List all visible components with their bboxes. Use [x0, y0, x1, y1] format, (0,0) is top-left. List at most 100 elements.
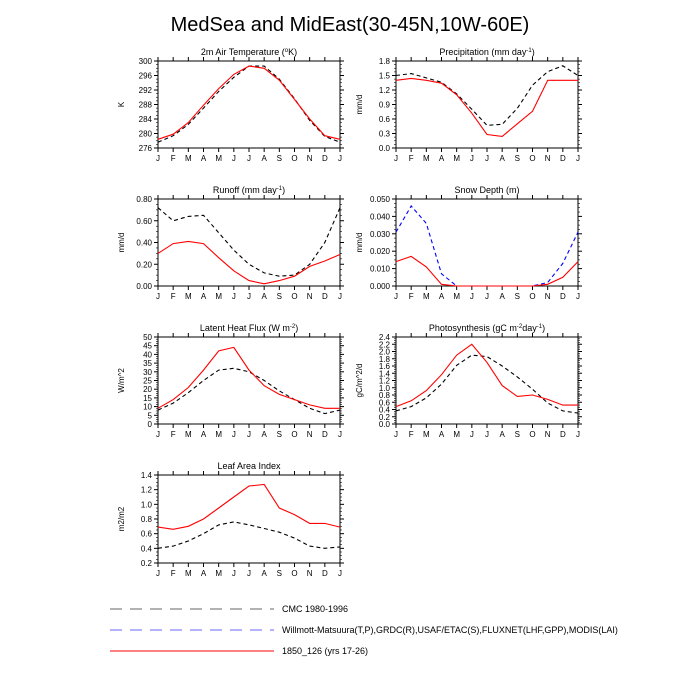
x-tick-label: M: [453, 292, 460, 301]
y-axis-label: gC/m^2/d: [355, 364, 364, 398]
y-tick-label: 0.4: [141, 544, 153, 553]
panel-frame: [157, 198, 341, 287]
y-tick-label: 1.2: [379, 86, 391, 95]
series-line-black-dashed: [395, 65, 579, 126]
x-tick-label: J: [470, 430, 474, 439]
panel-3: Snow Depth (m) 0.000 0.010 0.020 0.030 0.040 0…: [355, 185, 582, 301]
x-tick-label: J: [394, 430, 398, 439]
x-tick-label: J: [485, 154, 489, 163]
x-tick-label: A: [499, 154, 505, 163]
y-tick-label: 296: [139, 72, 153, 81]
x-tick-label: M: [215, 569, 222, 578]
panel-frame: [395, 198, 579, 287]
x-tick-label: M: [215, 154, 222, 163]
x-tick-label: A: [201, 569, 207, 578]
y-tick-label: 2.4: [379, 333, 391, 342]
panel-title: Snow Depth (m): [454, 185, 519, 195]
x-tick-label: D: [560, 154, 566, 163]
y-tick-label: 0.4: [379, 406, 391, 415]
x-tick-label: A: [439, 154, 445, 163]
x-tick-label: O: [291, 154, 297, 163]
y-tick-label: 1.8: [379, 355, 391, 364]
panel-frame: [157, 474, 341, 564]
x-tick-label: S: [515, 154, 520, 163]
y-tick-label: 0.80: [136, 195, 152, 204]
y-tick-label: 0.030: [370, 230, 391, 239]
x-tick-label: N: [307, 154, 313, 163]
x-tick-label: S: [277, 569, 282, 578]
x-tick-label: A: [261, 154, 267, 163]
x-tick-label: J: [338, 430, 342, 439]
x-tick-label: J: [576, 154, 580, 163]
x-tick-label: J: [394, 292, 398, 301]
figure-title: MedSea and MidEast(30-45N,10W-60E): [171, 14, 530, 36]
y-tick-label: 10: [143, 403, 152, 412]
x-tick-label: J: [247, 569, 251, 578]
y-tick-label: 1.6: [379, 362, 391, 371]
x-tick-label: A: [201, 292, 207, 301]
panels: 2m Air Temperature (oK) 276 280 284 288 292 29…: [117, 47, 582, 578]
x-tick-label: M: [185, 292, 192, 301]
panel-1: Precipitation (mm day-1) 0.0 0.3 0.6 0.9 1.2 1…: [355, 47, 582, 163]
panel-title: Runoff (mm day-1): [213, 185, 285, 195]
x-tick-label: J: [394, 154, 398, 163]
x-tick-label: J: [156, 569, 160, 578]
x-tick-label: M: [185, 569, 192, 578]
y-tick-label: 0.9: [379, 101, 391, 110]
x-tick-label: J: [232, 292, 236, 301]
legend-label: Willmott-Matsuura(T,P),GRDC(R),USAF/ETAC…: [282, 625, 618, 635]
y-tick-label: 1.2: [379, 377, 391, 386]
x-tick-label: M: [215, 430, 222, 439]
x-tick-label: N: [545, 292, 551, 301]
panel-2: Runoff (mm day-1) 0.00 0.20 0.40 0.60 0.80 mm/…: [117, 185, 344, 301]
y-axis-label: W/m^2: [117, 368, 126, 393]
y-tick-label: 45: [143, 342, 152, 351]
series-line-black-dashed: [157, 367, 341, 415]
x-tick-label: J: [156, 430, 160, 439]
y-tick-label: 0.2: [141, 559, 153, 568]
y-axis-label: mm/d: [117, 233, 126, 253]
y-tick-label: 280: [139, 130, 153, 139]
y-tick-label: 0.020: [370, 247, 391, 256]
panel-title: Latent Heat Flux (W m-2): [200, 323, 298, 333]
y-tick-label: 1.8: [379, 57, 391, 66]
x-tick-label: J: [156, 292, 160, 301]
x-tick-label: J: [247, 430, 251, 439]
x-tick-label: D: [322, 154, 328, 163]
y-tick-label: 0.000: [370, 282, 391, 291]
y-tick-label: 2.2: [379, 340, 391, 349]
x-tick-label: A: [201, 430, 207, 439]
x-tick-label: N: [545, 430, 551, 439]
x-tick-label: M: [423, 430, 430, 439]
x-tick-label: J: [338, 154, 342, 163]
y-axis-label: mm/d: [355, 95, 364, 115]
x-tick-label: S: [277, 154, 282, 163]
x-tick-label: F: [409, 430, 414, 439]
x-tick-label: F: [171, 154, 176, 163]
y-tick-label: 0.6: [141, 530, 153, 539]
y-tick-label: 0.0: [379, 420, 391, 429]
x-tick-label: O: [291, 430, 297, 439]
x-tick-label: D: [322, 430, 328, 439]
x-tick-label: O: [529, 292, 535, 301]
x-tick-label: A: [499, 292, 505, 301]
series-line-blue-dashed: [395, 205, 579, 287]
legend-label: CMC 1980-1996: [282, 604, 348, 614]
x-tick-label: A: [439, 430, 445, 439]
x-tick-label: S: [277, 430, 282, 439]
x-tick-label: J: [247, 292, 251, 301]
x-tick-label: O: [529, 430, 535, 439]
x-tick-label: S: [277, 292, 282, 301]
y-tick-label: 1.0: [379, 384, 391, 393]
y-tick-label: 50: [143, 333, 152, 342]
x-tick-label: F: [171, 292, 176, 301]
x-tick-label: M: [423, 292, 430, 301]
x-tick-label: N: [545, 154, 551, 163]
y-tick-label: 1.0: [141, 500, 153, 509]
y-tick-label: 284: [139, 115, 153, 124]
x-tick-label: J: [576, 292, 580, 301]
panel-frame: [157, 60, 341, 149]
x-tick-label: J: [156, 154, 160, 163]
x-tick-label: A: [261, 430, 267, 439]
